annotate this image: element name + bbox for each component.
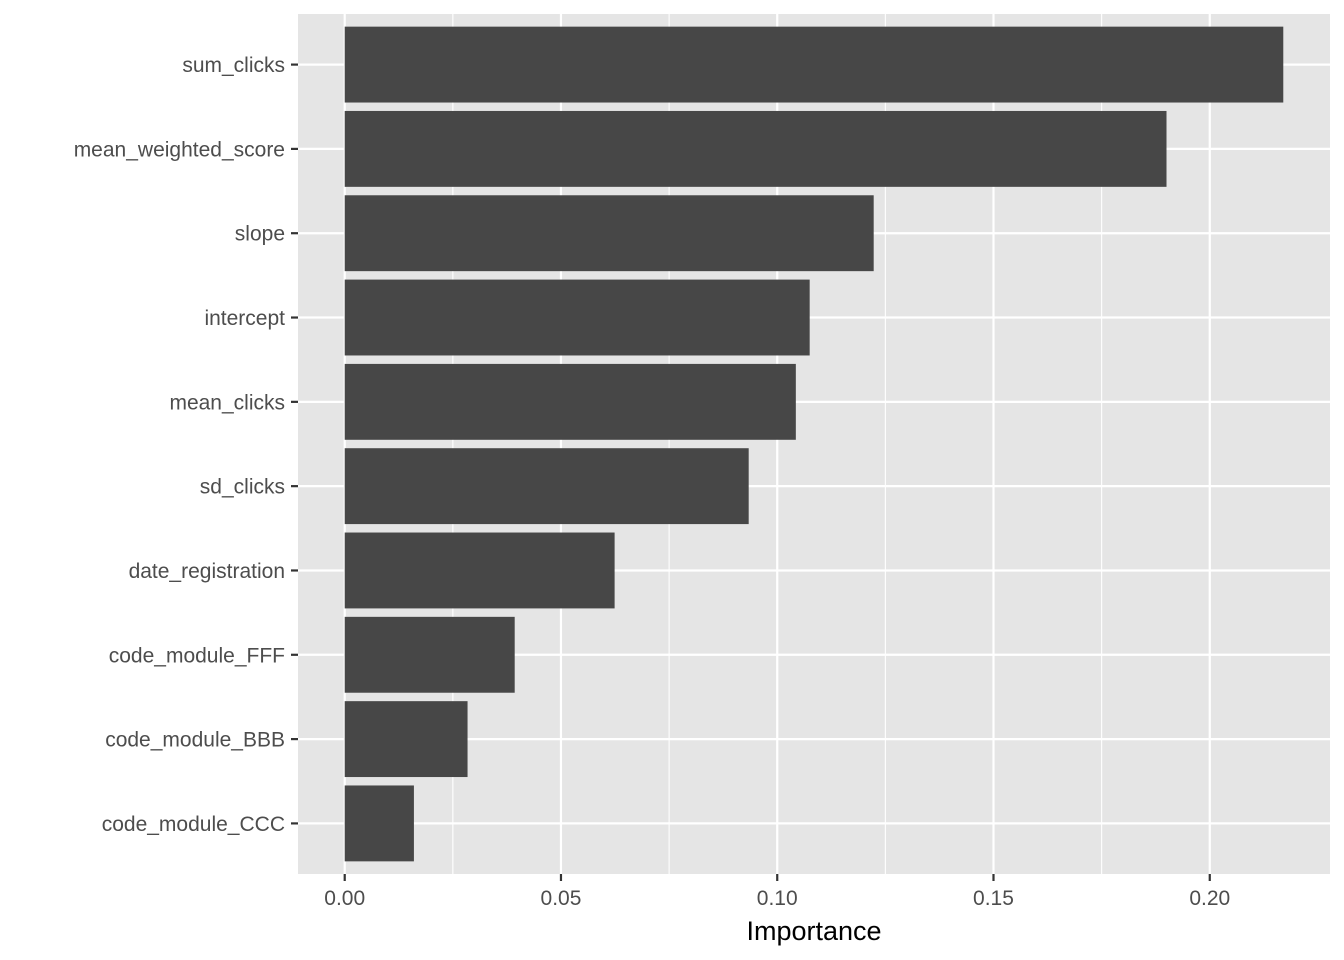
bar-intercept [344, 279, 810, 356]
bar-code-module-CCC [344, 785, 414, 862]
y-tick-label: code_module_BBB [105, 729, 285, 752]
bar-date-registration [344, 532, 615, 609]
y-tick-label: code_module_FFF [109, 644, 285, 667]
y-tick-label: mean_weighted_score [74, 138, 285, 161]
bars [344, 26, 1284, 862]
bar-slope [344, 195, 874, 272]
x-tick-label: 0.05 [541, 887, 582, 910]
bar-code-module-BBB [344, 701, 468, 778]
bar-sum-clicks [344, 26, 1284, 103]
bar-code-module-FFF [344, 616, 515, 693]
y-tick-label: sum_clicks [182, 54, 285, 77]
y-tick-label: mean_clicks [169, 391, 285, 414]
x-axis: 0.00 0.05 0.10 0.15 0.20 [324, 874, 1230, 910]
x-tick-label: 0.15 [973, 887, 1014, 910]
y-tick-label: sd_clicks [200, 476, 285, 499]
y-tick-label: code_module_CCC [102, 813, 285, 836]
bar-mean-weighted-score [344, 110, 1167, 187]
bar-sd-clicks [344, 448, 749, 525]
x-tick-label: 0.10 [757, 887, 798, 910]
x-tick-label: 0.20 [1189, 887, 1230, 910]
y-tick-label: intercept [204, 307, 285, 330]
y-tick-label: slope [235, 223, 285, 246]
y-tick-label: date_registration [129, 560, 285, 583]
bar-mean-clicks [344, 363, 796, 440]
x-tick-label: 0.00 [324, 887, 365, 910]
x-axis-title: Importance [746, 916, 881, 946]
